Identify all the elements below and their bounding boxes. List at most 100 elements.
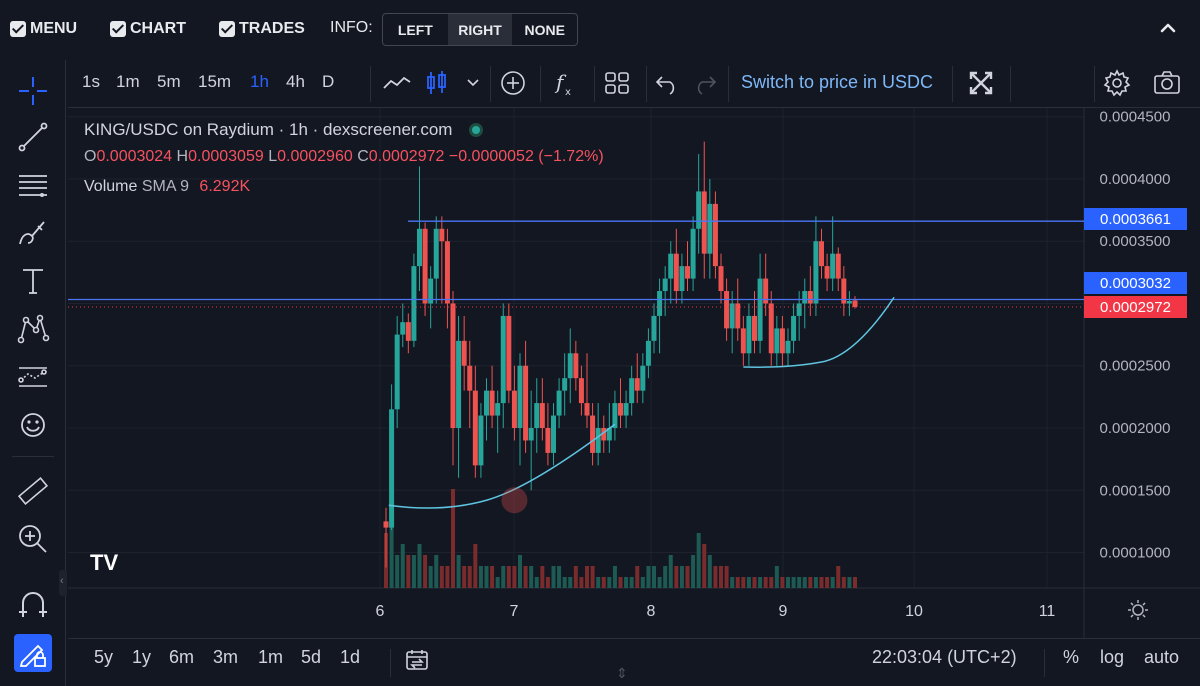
magnet-icon[interactable] [14,586,52,624]
volume-bar [774,566,779,588]
volume-bar [411,555,416,588]
axis-settings-icon [1128,600,1148,620]
range-1y[interactable]: 1y [132,647,152,667]
fullscreen-icon[interactable] [966,68,996,98]
ruler-icon[interactable] [14,472,52,510]
timeframe-4h[interactable]: 4h [286,72,305,91]
x-tick-label: 11 [1039,603,1056,620]
volume-bar [707,555,712,588]
volume-bar [451,489,455,588]
volume-value: 6.292K [199,178,251,195]
volume-bar [763,577,768,588]
menu-toggle[interactable]: MENU [10,19,77,39]
candle-body [394,334,400,410]
range-1m[interactable]: 1m [258,647,284,667]
info-option-none[interactable]: NONE [524,21,565,38]
volume-bar [389,489,394,588]
candle-body [774,328,780,354]
layout-grid-icon[interactable] [602,68,632,98]
timeframe-1s[interactable]: 1s [82,72,100,91]
info-option-left[interactable]: LEFT [397,21,433,38]
candle-body [456,340,462,428]
brush-icon[interactable] [14,214,52,252]
toolbar-divider [728,66,729,102]
volume-bar [428,566,433,588]
redo-icon[interactable] [690,68,720,98]
zoom-in-icon[interactable] [14,520,52,558]
toolbar-divider [594,66,595,102]
timeframe-1h[interactable]: 1h [250,72,269,91]
trades-toggle[interactable]: TRADES [219,19,305,39]
volume-bar [395,555,400,588]
volume-bar [490,566,495,588]
range-5y[interactable]: 5y [94,647,114,667]
timeframe-15m[interactable]: 15m [198,72,232,91]
y-tick-label: 0.0002500 [1100,358,1171,375]
range-6m[interactable]: 6m [169,647,195,667]
candle-body [573,353,579,379]
candle-body [495,403,501,416]
auto-scale-toggle[interactable]: auto [1144,647,1180,667]
volume-bar [758,577,763,588]
close-label: C [357,148,369,165]
range-5d[interactable]: 5d [301,647,322,667]
x-tick-label: 7 [510,603,519,620]
volume-bar [819,577,824,588]
volume-bar [462,566,467,588]
volume-bar [501,566,506,588]
volume-bar [439,566,444,588]
crosshair-icon[interactable] [14,72,52,110]
candle-body [428,278,434,304]
candle-body [707,203,713,254]
collapse-toolbar-handle[interactable]: ‹ [59,570,67,596]
percent-scale-toggle[interactable]: % [1063,647,1080,667]
trades-label: TRADES [239,20,305,37]
candle-body [835,253,841,279]
timeframe-1m[interactable]: 1m [116,72,140,91]
clock-display[interactable]: 22:03:04 (UTC+2) [872,647,1017,667]
settings-gear-icon[interactable] [1102,68,1132,98]
market-open-dot-icon [469,123,484,137]
line-chart-icon[interactable] [382,68,412,98]
price-chart[interactable]: 0.0001000 0.0001500 0.0002000 0.0002500 0.00… [68,108,1200,638]
candle-body [517,365,523,428]
candle-body [433,228,439,279]
undo-icon[interactable] [652,68,682,98]
camera-icon[interactable] [1152,68,1182,98]
timeframe-5m[interactable]: 5m [157,72,181,91]
low-label: L [268,148,278,165]
range-3m[interactable]: 3m [213,647,239,667]
candle-body [718,266,724,292]
log-scale-toggle[interactable]: log [1100,647,1125,667]
candle-body [645,340,651,366]
info-option-right[interactable]: RIGHT [447,14,513,45]
switch-price-button[interactable]: Switch to price in USDC [741,72,934,92]
chart-toggle[interactable]: CHART [110,19,186,39]
timeframe-d[interactable]: D [322,72,335,91]
fib-retracement-icon[interactable] [14,166,52,204]
lock-drawings-icon[interactable] [14,634,52,672]
chevron-down-icon[interactable] [458,68,488,98]
chart-canvas[interactable]: 0.0001000 0.0001500 0.0002000 0.0002500 0.00… [68,108,1200,638]
pattern-icon[interactable] [14,310,52,348]
range-1d[interactable]: 1d [340,647,361,667]
forecasting-icon[interactable] [14,358,52,396]
volume-bar [562,577,567,588]
cup-curve-right [743,296,895,368]
chevron-up-icon[interactable] [1160,20,1176,36]
add-indicator-icon[interactable] [498,68,528,98]
text-icon[interactable] [14,262,52,300]
date-range-icon[interactable] [404,647,430,673]
emoji-icon[interactable] [14,406,52,444]
volume-bar [808,577,813,588]
candle-body [768,303,774,354]
trend-line-icon[interactable] [14,118,52,156]
volume-bar [545,577,550,588]
candles-icon[interactable] [422,68,452,98]
volume-bar [579,577,584,588]
sma-label: SMA 9 [141,178,189,195]
candle-body [383,521,389,528]
ohlc-legend: O0.0003024 H0.0003059 L0.0002960 C0.0002… [84,148,604,166]
drag-handle-icon[interactable]: ⇕ [616,665,628,681]
